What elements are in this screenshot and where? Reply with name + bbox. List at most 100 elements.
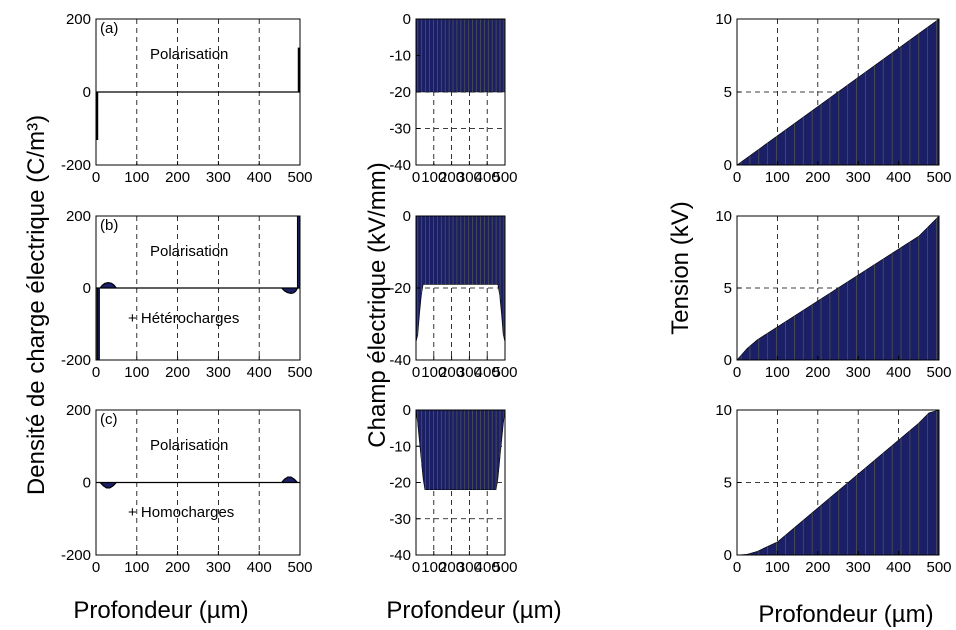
x-tick-label: 500: [926, 559, 951, 576]
y-tick-label: 10: [715, 402, 732, 419]
x-tick-label: 300: [846, 169, 871, 186]
x-tick-label: 400: [247, 169, 272, 186]
y-tick-label: -10: [389, 48, 411, 65]
y-tick-label: 0: [403, 402, 411, 419]
x-tick-label: 200: [165, 169, 190, 186]
x-tick-label: 0: [92, 364, 100, 381]
x-tick-label: 100: [421, 364, 446, 381]
x-tick-label: 200: [439, 364, 464, 381]
series-a-voltage: [737, 19, 939, 165]
y-tick-label: -200: [61, 547, 91, 564]
x-tick-label: 400: [886, 364, 911, 381]
x-tick-label: 0: [412, 169, 420, 186]
y-axis-label-voltage: Tension (kV): [667, 201, 694, 334]
x-tick-label: 500: [287, 559, 312, 576]
x-tick-label: 400: [247, 364, 272, 381]
x-tick-label: 100: [765, 559, 790, 576]
x-tick-label: 400: [475, 169, 500, 186]
x-tick-label: 100: [765, 364, 790, 381]
x-tick-label: 200: [805, 559, 830, 576]
x-tick-label: 400: [886, 559, 911, 576]
y-tick-label: 0: [83, 280, 91, 297]
x-tick-label: 500: [492, 559, 517, 576]
x-tick-label: 300: [206, 169, 231, 186]
charge-density-line: [96, 47, 300, 141]
x-tick-label: 300: [457, 169, 482, 186]
x-tick-label: 500: [492, 364, 517, 381]
x-tick-label: 200: [805, 169, 830, 186]
y-axis-label-electric-field: Champ électrique (kV/mm): [364, 162, 391, 447]
x-tick-label: 0: [92, 169, 100, 186]
x-tick-label: 500: [492, 169, 517, 186]
x-tick-label: 0: [92, 559, 100, 576]
x-tick-label: 300: [846, 559, 871, 576]
panel-b-charge: 0 100 200 300 400 500-2000200(b)Polarisation+…: [61, 208, 313, 381]
y-tick-label: 0: [724, 547, 732, 564]
x-axis-label-col2: Profondeur (µm): [386, 597, 561, 624]
series-a-field: [416, 19, 505, 93]
y-tick-label: 0: [403, 11, 411, 28]
area-fill: [416, 19, 505, 93]
y-tick-label: -40: [389, 352, 411, 369]
y-tick-label: 0: [724, 157, 732, 174]
panel-a-voltage: 0 100 200 300 400 500 0 5 10: [715, 11, 951, 186]
x-tick-label: 0: [733, 559, 741, 576]
x-tick-label: 100: [765, 169, 790, 186]
x-tick-label: 0: [733, 364, 741, 381]
x-tick-label: 0: [412, 559, 420, 576]
panel-label: (b): [100, 217, 118, 234]
y-tick-label: 0: [83, 475, 91, 492]
annotation-polarisation: Polarisation: [150, 243, 228, 260]
x-tick-label: 100: [124, 559, 149, 576]
y-axis-label-charge-density: Densité de charge électrique (C/m³): [23, 115, 50, 495]
x-tick-label: 200: [805, 364, 830, 381]
series-c-voltage: [737, 410, 939, 555]
annotation-charges: + Homocharges: [128, 504, 234, 521]
x-tick-label: 500: [287, 169, 312, 186]
x-tick-label: 0: [733, 169, 741, 186]
y-tick-label: 200: [66, 402, 91, 419]
y-tick-label: -20: [389, 280, 411, 297]
series-c-charge: [96, 476, 300, 489]
panels-layer: 0 100 200 300 400 500-2000200(a)Polarisation0…: [61, 11, 952, 576]
y-tick-label: -40: [389, 547, 411, 564]
x-tick-label: 200: [439, 559, 464, 576]
series-b-voltage: [737, 216, 939, 360]
annotation-polarisation: Polarisation: [150, 46, 228, 63]
x-tick-label: 300: [457, 364, 482, 381]
series-b-field: [416, 216, 505, 343]
x-tick-label: 200: [165, 559, 190, 576]
y-tick-label: 10: [715, 11, 732, 28]
x-tick-label: 200: [165, 364, 190, 381]
series-a-charge: [96, 47, 300, 141]
y-tick-label: 0: [724, 352, 732, 369]
x-tick-label: 400: [475, 364, 500, 381]
x-tick-label: 100: [421, 169, 446, 186]
series-b-charge: [96, 216, 300, 360]
panel-c-voltage: 0 100 200 300 400 500 0 5 10: [715, 402, 951, 576]
y-tick-label: -20: [389, 84, 411, 101]
annotation-polarisation: Polarisation: [150, 437, 228, 454]
x-tick-label: 400: [886, 169, 911, 186]
x-tick-label: 400: [475, 559, 500, 576]
panel-label: (a): [100, 20, 118, 37]
x-tick-label: 0: [412, 364, 420, 381]
y-tick-label: -200: [61, 157, 91, 174]
y-tick-label: -40: [389, 157, 411, 174]
y-tick-label: -30: [389, 121, 411, 138]
panel-label: (c): [100, 411, 118, 428]
x-tick-label: 300: [846, 364, 871, 381]
charge-density-line: [96, 476, 300, 489]
y-tick-label: -10: [389, 438, 411, 455]
y-tick-label: -200: [61, 352, 91, 369]
x-tick-label: 400: [247, 559, 272, 576]
y-tick-label: 0: [83, 84, 91, 101]
y-tick-label: 200: [66, 11, 91, 28]
x-tick-label: 100: [124, 169, 149, 186]
y-tick-label: 200: [66, 208, 91, 225]
x-tick-label: 100: [124, 364, 149, 381]
y-tick-label: 5: [724, 280, 732, 297]
